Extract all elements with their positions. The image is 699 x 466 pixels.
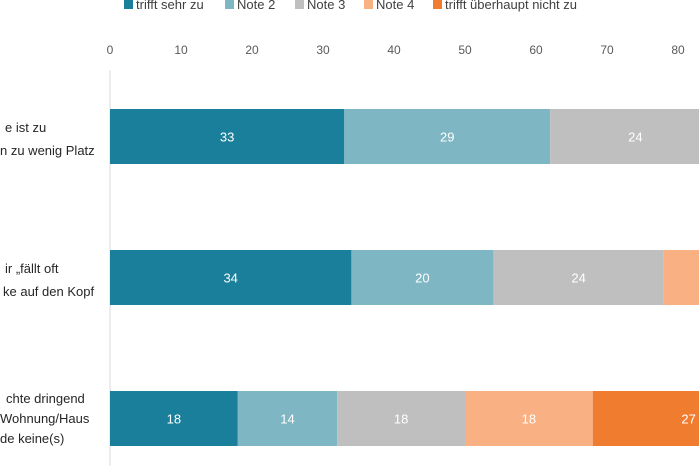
legend-swatch <box>433 0 442 9</box>
legend-item: trifft sehr zu <box>124 0 204 12</box>
x-tick-label: 80 <box>671 43 685 57</box>
bar-segment <box>110 250 352 305</box>
x-tick-label: 70 <box>600 43 614 57</box>
legend-item: Note 2 <box>225 0 275 12</box>
legend-item: trifft überhaupt nicht zu <box>433 0 577 12</box>
x-axis-ticks: 0 10 20 30 40 50 60 70 80 <box>107 43 685 57</box>
x-tick-label: 50 <box>458 43 472 57</box>
category-label: ir „fällt oft <box>5 261 59 276</box>
bar-data-label: 20 <box>415 271 429 286</box>
bar-segment <box>493 250 664 305</box>
category-label: chte dringend <box>6 391 85 406</box>
legend-label: trifft überhaupt nicht zu <box>445 0 577 12</box>
bar-segment <box>337 391 465 446</box>
category-label: n zu wenig Platz <box>0 143 95 158</box>
bar-data-label: 24 <box>571 271 585 286</box>
category-label: Wohnung/Haus <box>0 411 90 426</box>
legend-label: Note 4 <box>376 0 414 12</box>
bar-data-label: 14 <box>280 412 294 427</box>
bars: 33 29 24 34 20 24 18 14 18 18 27 <box>110 109 699 446</box>
legend-swatch <box>364 0 373 9</box>
bar-data-label: 33 <box>220 130 234 145</box>
bar-data-label: 18 <box>522 412 536 427</box>
bar-segment <box>110 109 345 164</box>
legend-swatch <box>124 0 133 9</box>
x-tick-label: 60 <box>529 43 543 57</box>
bar-segment <box>550 109 699 164</box>
legend-item: Note 3 <box>295 0 345 12</box>
x-tick-label: 30 <box>316 43 330 57</box>
x-tick-label: 20 <box>245 43 259 57</box>
bar-segment <box>237 391 338 446</box>
legend: trifft sehr zu Note 2 Note 3 Note 4 trifft ü… <box>124 0 577 12</box>
bar-segment <box>351 250 494 305</box>
bar-data-label: 18 <box>394 412 408 427</box>
bar-data-label: 27 <box>681 412 695 427</box>
bar-segment <box>110 391 238 446</box>
category-label: de keine(s) <box>0 431 64 446</box>
category-labels: e ist zu n zu wenig Platz ir „fällt oft ke … <box>0 120 95 446</box>
x-tick-label: 40 <box>387 43 401 57</box>
category-label: ke auf den Kopf <box>3 284 94 299</box>
legend-swatch <box>295 0 304 9</box>
bar-data-label: 18 <box>167 412 181 427</box>
x-tick-label: 10 <box>174 43 188 57</box>
legend-label: Note 2 <box>237 0 275 12</box>
legend-label: trifft sehr zu <box>136 0 204 12</box>
legend-label: Note 3 <box>307 0 345 12</box>
bar-segment <box>344 109 551 164</box>
bar-data-label: 29 <box>440 130 454 145</box>
bar-data-label: 24 <box>628 130 642 145</box>
category-label: e ist zu <box>5 120 46 135</box>
x-tick-label: 0 <box>107 43 114 57</box>
legend-swatch <box>225 0 234 9</box>
bar-data-label: 34 <box>223 271 237 286</box>
legend-item: Note 4 <box>364 0 414 12</box>
bar-segment <box>592 391 699 446</box>
bar-segment <box>663 250 699 305</box>
bar-segment <box>465 391 593 446</box>
